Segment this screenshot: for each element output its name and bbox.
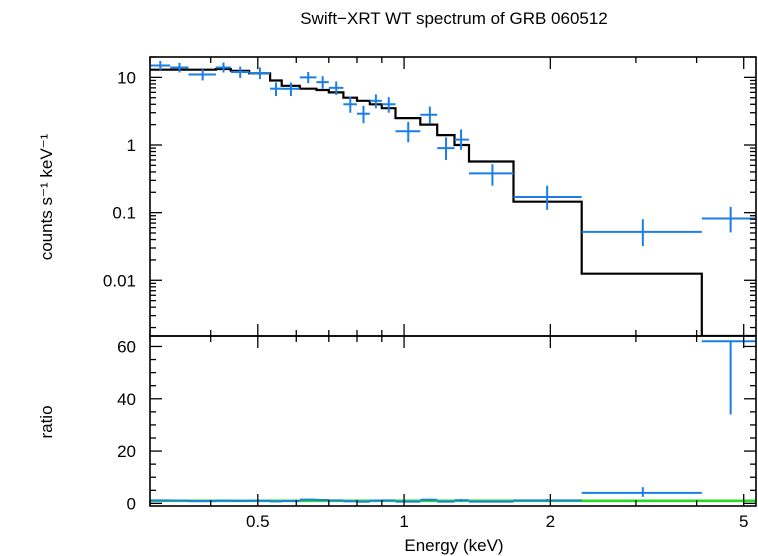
spectrum-y-tick-label: 10 (117, 68, 136, 87)
ratio-point (150, 499, 171, 502)
ratio-y-tick-label: 40 (117, 390, 136, 409)
spectrum-point (170, 62, 189, 73)
spectrum-data (150, 60, 756, 336)
ratio-point (437, 500, 455, 503)
ratio-y-tick-label: 60 (117, 337, 136, 356)
spectrum-point (316, 76, 329, 89)
model-step-line (150, 67, 756, 336)
ratio-point (328, 499, 344, 502)
spectrum-point (281, 82, 300, 97)
spectrum-point (299, 72, 317, 84)
ratio-point (420, 498, 438, 501)
spectrum-point (454, 129, 469, 150)
spectrum-point (343, 96, 357, 113)
ratio-point (343, 500, 357, 503)
ratio-y-axis-label: ratio (37, 405, 56, 438)
ratio-point (316, 498, 329, 501)
spectrum-point (581, 219, 702, 247)
ratio-y-tick-label: 20 (117, 442, 136, 461)
ratio-point (395, 500, 421, 503)
ratio-point (299, 498, 317, 501)
ratio-point (454, 498, 469, 502)
ratio-point (468, 500, 514, 503)
chart-title: Swift−XRT WT spectrum of GRB 060512 (300, 9, 608, 28)
spectrum-point (270, 82, 282, 97)
spectrum-frame (149, 56, 757, 337)
spectrum-point (369, 94, 382, 109)
ratio-point (249, 499, 271, 502)
ratio-point (170, 499, 189, 502)
spectrum-point (188, 69, 216, 81)
spectrum-point (150, 60, 171, 71)
spectrum-point (701, 206, 756, 233)
spectrum-point (468, 164, 514, 186)
ratio-point (369, 499, 382, 502)
spectrum-point (328, 81, 344, 95)
x-tick-label: 0.5 (246, 512, 270, 531)
ratio-point (188, 500, 216, 503)
spectrum-point (215, 62, 231, 73)
ratio-panel: 0 20 40 60 0.5 1 2 5 (117, 335, 757, 531)
x-tick-label: 5 (739, 512, 748, 531)
ratio-y-tick-label: 0 (127, 494, 136, 513)
ratio-point (270, 500, 282, 503)
x-tick-label: 1 (399, 512, 408, 531)
spectrum-point (249, 67, 271, 80)
ratio-data (150, 340, 756, 503)
x-tick-label: 2 (546, 512, 555, 531)
spectrum-point (420, 106, 438, 124)
spectrum-point (437, 137, 455, 161)
spectrum-y-tick-label: 0.01 (103, 271, 136, 290)
spectrum-panel: 0.01 0.1 1 10 (103, 56, 757, 337)
ratio-point (281, 500, 300, 503)
spectrum-y-tick-label: 1 (127, 136, 136, 155)
ratio-point (230, 499, 250, 502)
x-axis-label: Energy (keV) (404, 536, 503, 555)
ratio-point (701, 340, 756, 415)
spectrum-point (395, 121, 421, 143)
ratio-point (581, 487, 702, 497)
ratio-point (513, 498, 582, 502)
spectrum-point (230, 66, 250, 78)
spectrum-y-axis-label: counts s⁻¹ keV⁻¹ (37, 133, 56, 260)
ratio-frame (149, 335, 757, 507)
ratio-point (356, 500, 370, 503)
spectrum-point (513, 185, 582, 210)
spectrum-point (356, 105, 370, 124)
ratio-point (215, 499, 231, 502)
spectrum-point (381, 97, 396, 113)
spectrum-y-tick-label: 0.1 (112, 204, 136, 223)
ratio-point (381, 499, 396, 502)
